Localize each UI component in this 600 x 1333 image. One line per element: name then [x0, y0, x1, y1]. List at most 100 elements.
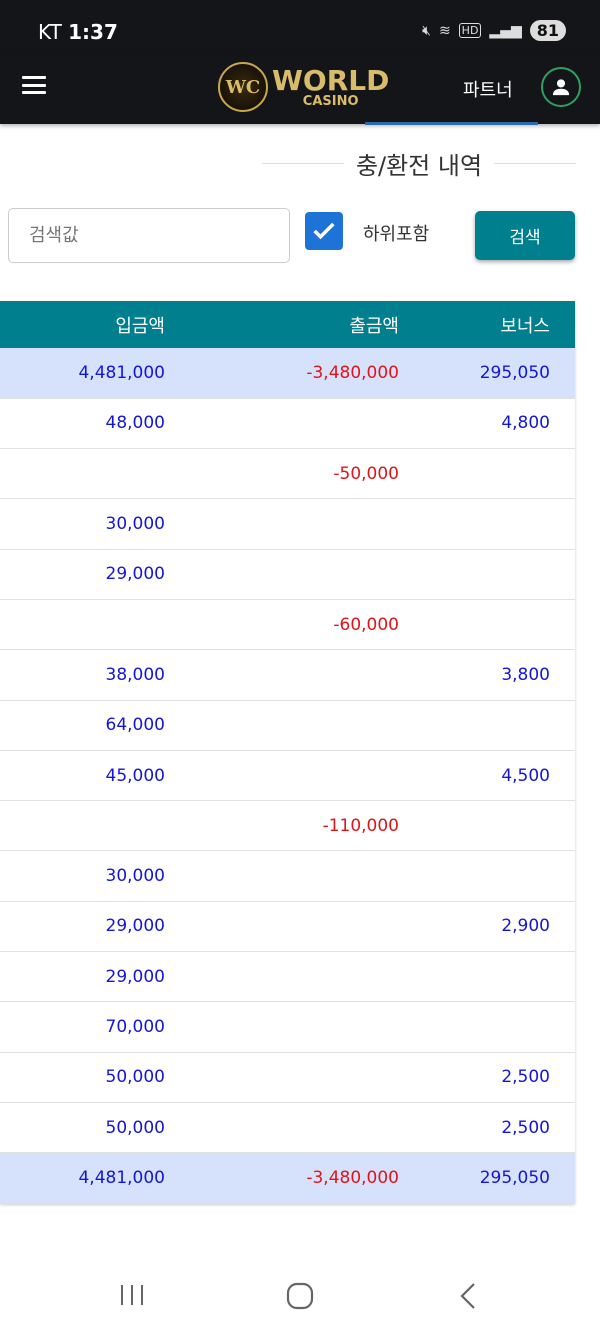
- summary-row: 4,481,000 -3,480,000 295,050: [0, 348, 575, 399]
- bonus-cell: [399, 549, 575, 600]
- withdraw-cell: [190, 549, 399, 600]
- table-row: -60,000: [0, 599, 575, 651]
- search-input[interactable]: [8, 208, 290, 263]
- clock: 1:37: [68, 20, 118, 44]
- logo-mark: WC: [218, 62, 268, 112]
- search-button[interactable]: 검색: [475, 211, 575, 260]
- deposit-cell: 48,000: [0, 398, 190, 450]
- bonus-cell: 295,050: [399, 1152, 575, 1204]
- include-sub-label: 하위포함: [363, 224, 430, 245]
- table-row: 30,000: [0, 498, 575, 550]
- android-nav-bar: [0, 1270, 600, 1325]
- bonus-cell: 2,900: [399, 901, 575, 953]
- table-row: 30,000: [0, 850, 575, 902]
- active-tab-indicator: [365, 122, 538, 125]
- user-avatar-button[interactable]: [541, 67, 581, 107]
- status-bar: KT 1:37 🔇︎ ≋ HD ▂▄▆ 81: [0, 0, 600, 62]
- logo-sub: CASINO: [302, 93, 359, 109]
- deposit-cell: 29,000: [0, 901, 190, 953]
- bonus-cell: 4,800: [399, 398, 575, 450]
- withdraw-cell: [190, 901, 399, 953]
- top-navbar: WC WORLD CASINO 파트너: [0, 52, 600, 124]
- bonus-cell: [399, 498, 575, 550]
- include-sub-checkbox[interactable]: [305, 212, 343, 250]
- withdraw-cell: -110,000: [190, 800, 399, 852]
- deposit-cell: [0, 800, 190, 852]
- deposit-cell: [0, 599, 190, 651]
- page-title: 충/환전 내역: [262, 146, 576, 181]
- withdraw-cell: [190, 398, 399, 450]
- table-row: 64,000: [0, 700, 575, 751]
- withdraw-cell: [190, 1052, 399, 1103]
- table-row: -110,000: [0, 800, 575, 852]
- withdraw-cell: [190, 700, 399, 751]
- table-row: 38,000 3,800: [0, 649, 575, 701]
- bonus-cell: 4,500: [399, 750, 575, 802]
- withdraw-cell: -3,480,000: [190, 348, 399, 399]
- transaction-table: 입금액 출금액 보너스 4,481,000 -3,480,000 295,050 48…: [0, 301, 575, 1204]
- deposit-cell: 4,481,000: [0, 348, 190, 399]
- signal-icon: ▂▄▆: [489, 22, 522, 39]
- withdraw-cell: -3,480,000: [190, 1152, 399, 1204]
- withdraw-cell: [190, 850, 399, 902]
- table-row: 45,000 4,500: [0, 750, 575, 802]
- table-row: 48,000 4,800: [0, 398, 575, 450]
- header-bonus: 보너스: [399, 301, 575, 348]
- bonus-cell: [399, 1001, 575, 1053]
- wifi-icon: ≋: [438, 22, 451, 39]
- logo-text: WORLD: [272, 63, 390, 97]
- back-icon[interactable]: [458, 1282, 478, 1314]
- header-withdraw: 출금액: [190, 301, 399, 348]
- withdraw-cell: [190, 750, 399, 802]
- deposit-cell: 4,481,000: [0, 1152, 190, 1204]
- deposit-cell: 64,000: [0, 700, 190, 751]
- summary-row: 4,481,000 -3,480,000 295,050: [0, 1152, 575, 1204]
- user-icon: [552, 79, 570, 96]
- bonus-cell: 295,050: [399, 348, 575, 399]
- page-title-text: 충/환전 내역: [355, 152, 483, 180]
- check-icon: [313, 222, 335, 240]
- carrier-time: KT 1:37: [38, 20, 118, 44]
- table-row: 29,000 2,900: [0, 901, 575, 953]
- deposit-cell: 45,000: [0, 750, 190, 802]
- deposit-cell: 70,000: [0, 1001, 190, 1053]
- bonus-cell: [399, 448, 575, 500]
- bonus-cell: 2,500: [399, 1102, 575, 1154]
- logo[interactable]: WC WORLD CASINO: [218, 62, 389, 112]
- deposit-cell: 50,000: [0, 1052, 190, 1103]
- table-row: 70,000: [0, 1001, 575, 1053]
- withdraw-cell: -50,000: [190, 448, 399, 500]
- deposit-cell: 29,000: [0, 951, 190, 1003]
- table-row: 29,000: [0, 549, 575, 600]
- withdraw-cell: [190, 649, 399, 701]
- deposit-cell: 38,000: [0, 649, 190, 701]
- hamburger-menu-icon[interactable]: [22, 76, 46, 94]
- withdraw-cell: [190, 1001, 399, 1053]
- bonus-cell: [399, 951, 575, 1003]
- carrier: KT: [38, 20, 62, 44]
- deposit-cell: 30,000: [0, 498, 190, 550]
- deposit-cell: 50,000: [0, 1102, 190, 1154]
- bonus-cell: [399, 850, 575, 902]
- deposit-cell: 29,000: [0, 549, 190, 600]
- hd-icon: HD: [458, 23, 482, 38]
- recent-apps-icon[interactable]: [118, 1282, 146, 1312]
- deposit-cell: 30,000: [0, 850, 190, 902]
- table-row: 29,000: [0, 951, 575, 1003]
- withdraw-cell: [190, 1102, 399, 1154]
- home-icon[interactable]: [286, 1282, 314, 1314]
- table-header: 입금액 출금액 보너스: [0, 301, 575, 348]
- table-row: -50,000: [0, 448, 575, 500]
- battery-indicator: 81: [529, 20, 566, 41]
- table-row: 50,000 2,500: [0, 1052, 575, 1103]
- deposit-cell: [0, 448, 190, 500]
- withdraw-cell: [190, 951, 399, 1003]
- bonus-cell: [399, 700, 575, 751]
- partner-link[interactable]: 파트너: [463, 80, 513, 101]
- bonus-cell: [399, 599, 575, 651]
- bonus-cell: [399, 800, 575, 852]
- withdraw-cell: [190, 498, 399, 550]
- header-deposit: 입금액: [0, 301, 190, 348]
- bonus-cell: 3,800: [399, 649, 575, 701]
- mute-icon: 🔇︎: [422, 22, 431, 39]
